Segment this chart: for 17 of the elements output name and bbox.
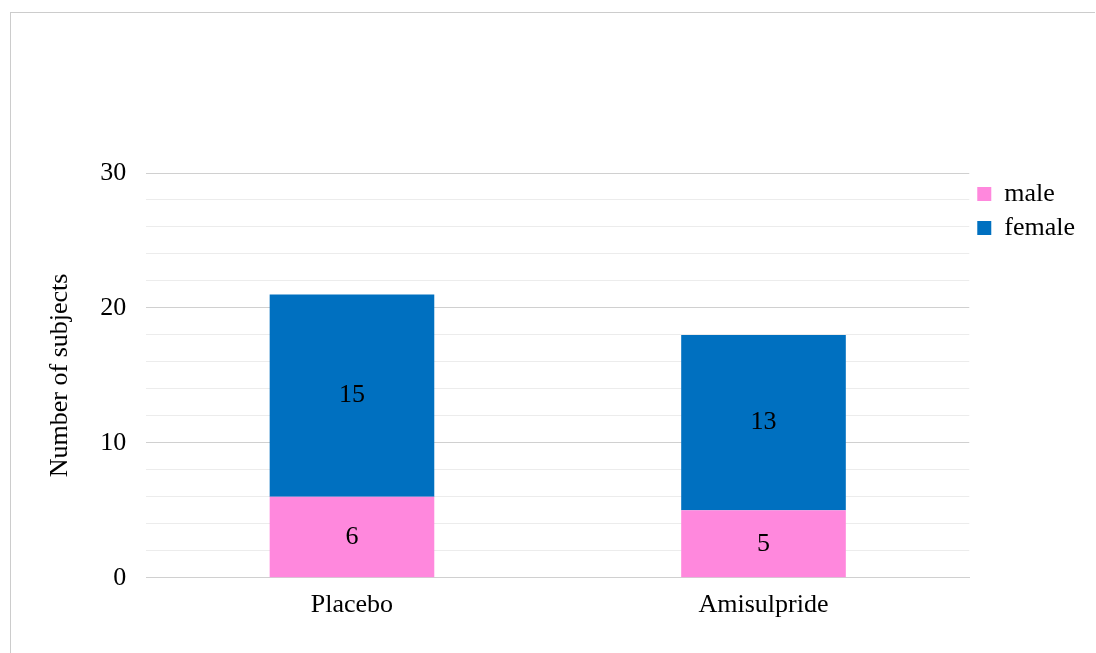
bar (269, 294, 435, 497)
data-label: 13 (750, 406, 777, 436)
data-label: 15 (338, 379, 365, 409)
data-label: 5 (757, 527, 771, 557)
y-tick-label: 10 (100, 426, 127, 456)
bar (269, 496, 435, 578)
data-label: 6 (345, 520, 359, 550)
y-tick-label: 30 (100, 156, 127, 186)
legend-label: male (1004, 177, 1055, 207)
y-tick-label: 0 (113, 561, 127, 591)
legend-label: female (1004, 211, 1076, 241)
y-tick-label: 20 (100, 291, 127, 321)
x-tick-label: Placebo (310, 589, 394, 619)
x-tick-label: Amisulpride (698, 589, 829, 619)
y-axis-title: Number of subjects (44, 273, 74, 478)
bar (681, 510, 846, 578)
bar (681, 334, 846, 511)
